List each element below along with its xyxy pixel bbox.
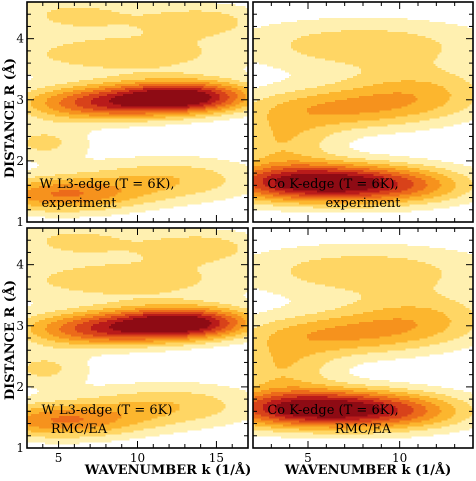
contour-band-level-2 [27,8,248,213]
contour-band-level-3 [27,304,248,433]
x-tick-label: 10 [392,451,407,465]
heatmap-field [253,244,473,439]
contour-band-level-1 [27,228,248,445]
panel-bottom-left: 5 10 15 1 2 3 4 W L3-edge (T = 6K) RMC/EA [16,227,249,465]
y-axis-label-top: DISTANCE R (Å) [2,58,18,178]
contour-band-level-7 [263,396,398,421]
heatmap-field [27,2,248,219]
panel-label-line1: W L3-edge (T = 6K) [42,403,173,418]
panel-label-line1: Co K-edge (T = 6K), [267,177,398,192]
contour-band-level-8 [109,316,212,333]
contour-band-level-3 [253,306,456,431]
y-tick-label: 4 [16,32,24,46]
contour-band-level-5 [51,310,238,423]
x-tick-label: 5 [55,451,63,465]
contour-band-level-4 [253,92,442,203]
contour-band-level-2 [27,234,248,439]
y-tick-label: 2 [16,380,24,394]
contour-band-level-3 [27,78,248,207]
panel-label-line2: RMC/EA [335,422,392,437]
contour-band-level-8 [275,400,382,419]
contour-band-level-5 [253,164,428,199]
contour-band-level-5 [51,84,238,197]
heatmap-field [253,18,473,213]
panel-top-left: 1 2 3 4 W L3-edge (T = 6K), experiment [16,1,249,229]
y-tick-label: 1 [16,441,24,455]
panel-label-line2: experiment [41,196,117,211]
x-tick-label: 10 [130,451,145,465]
panel-bottom-right: 5 10 Co K-edge (T = 6K), RMC/EA [252,227,474,465]
contour-band-level-8 [109,90,212,107]
contour-band-level-2 [253,30,473,209]
contour-band-level-4 [253,318,442,429]
contour-band-level-3 [253,80,456,205]
y-tick-label: 3 [16,93,24,107]
panel-label-line1: Co K-edge (T = 6K), [267,403,398,418]
contour-band-level-7 [91,314,220,335]
contour-band-level-7 [263,170,398,195]
x-axis-label-left: WAVENUMBER k (1/Å) [84,462,251,478]
contour-band-level-1 [253,18,473,213]
y-tick-label: 3 [16,319,24,333]
y-axis-label-bottom: DISTANCE R (Å) [2,280,18,400]
panel-top-right: Co K-edge (T = 6K), experiment [252,1,474,223]
x-axis-label-right: WAVENUMBER k (1/Å) [284,462,451,478]
panel-label-line2: RMC/EA [51,422,108,437]
contour-band-level-1 [253,244,473,439]
x-tick-label: 5 [304,451,312,465]
contour-band-level-2 [253,256,473,435]
contour-band-level-6 [75,86,230,111]
y-tick-label: 1 [16,215,24,229]
panel-label-line2: experiment [325,196,401,211]
contour-band-level-1 [27,2,248,219]
x-tick-label: 15 [209,451,224,465]
contour-band-level-8 [275,174,382,193]
contour-band-level-7 [91,88,220,109]
panel-label-line1: W L3-edge (T = 6K), [39,177,174,192]
contour-band-level-5 [253,390,428,425]
y-tick-label: 4 [16,258,24,272]
heatmap-field [27,228,248,445]
contour-band-level-6 [75,312,230,337]
y-tick-label: 2 [16,154,24,168]
